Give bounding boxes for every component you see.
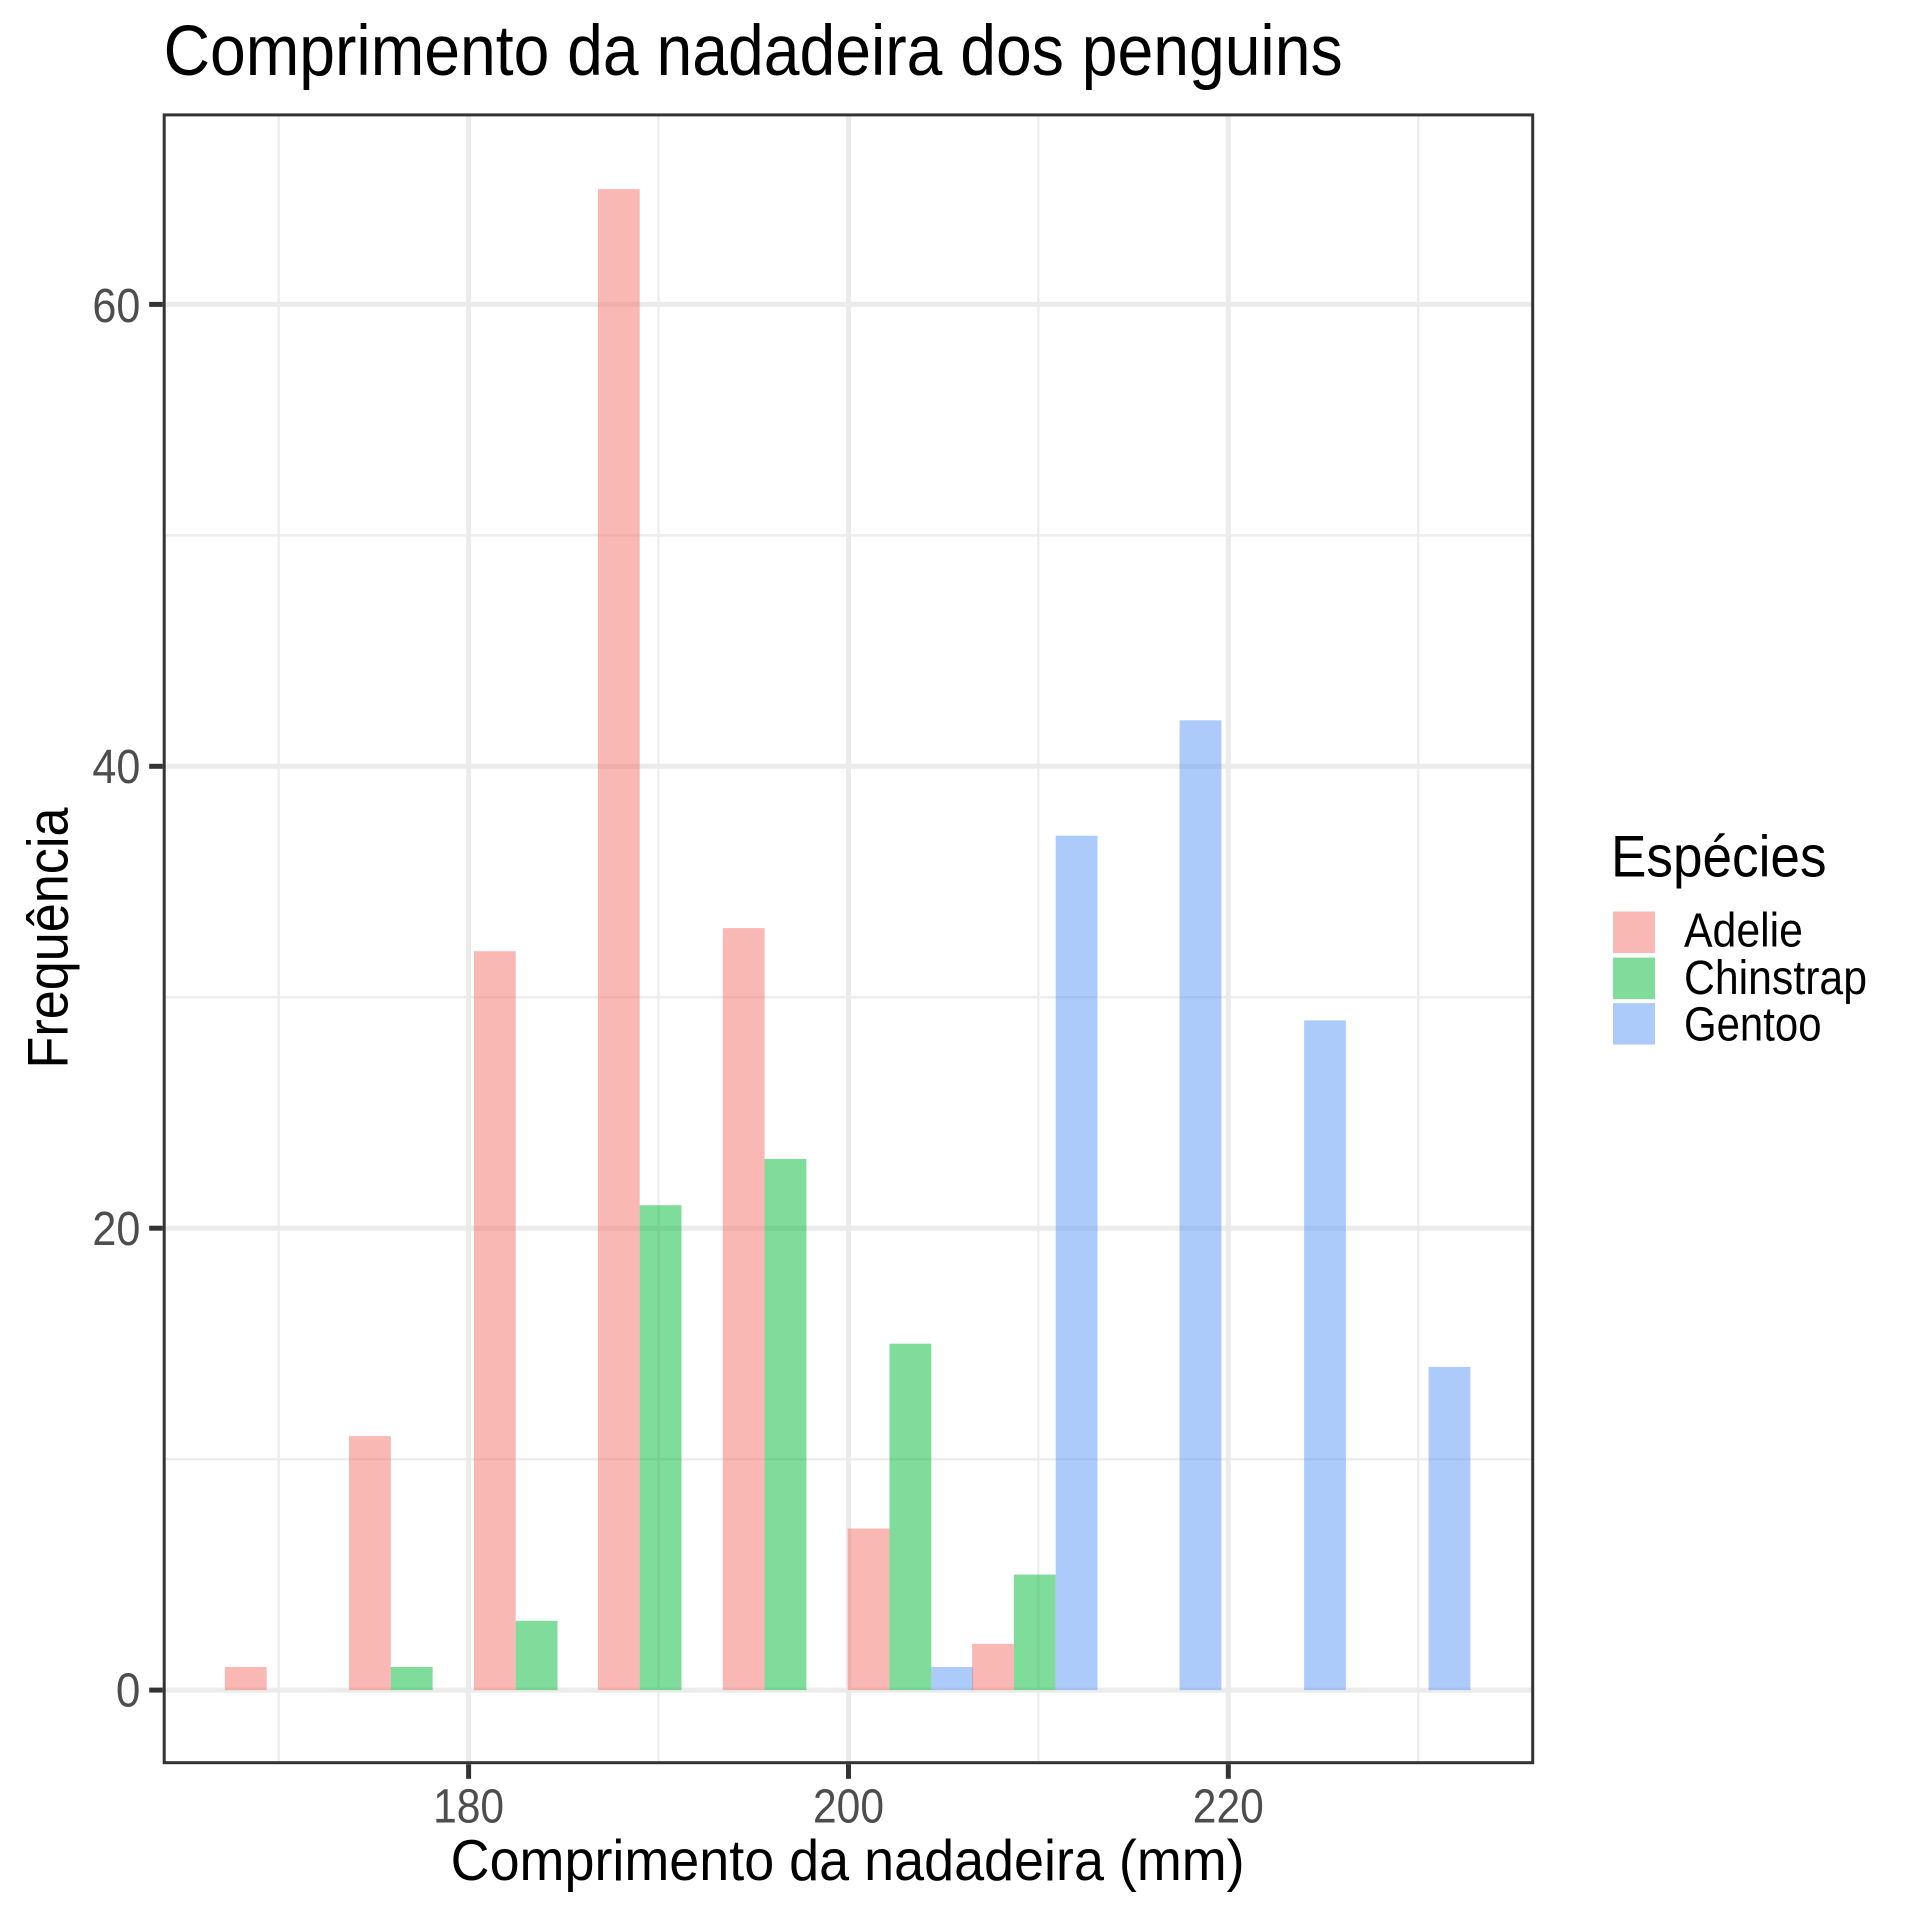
svg-text:Chinstrap: Chinstrap [1684, 952, 1867, 1005]
svg-text:20: 20 [92, 1203, 140, 1256]
svg-text:60: 60 [92, 280, 140, 333]
svg-text:Adelie: Adelie [1684, 905, 1803, 958]
svg-text:220: 220 [1193, 1781, 1264, 1834]
svg-text:Gentoo: Gentoo [1684, 999, 1822, 1052]
svg-text:0: 0 [116, 1665, 141, 1718]
svg-text:40: 40 [92, 741, 140, 794]
svg-text:Comprimento da nadadeira dos p: Comprimento da nadadeira dos penguins [164, 12, 1343, 91]
svg-text:Comprimento da nadadeira (mm): Comprimento da nadadeira (mm) [451, 1829, 1245, 1893]
svg-text:180: 180 [433, 1781, 504, 1834]
svg-text:Espécies: Espécies [1611, 824, 1827, 889]
svg-text:200: 200 [813, 1781, 884, 1834]
svg-text:Frequência: Frequência [17, 807, 81, 1068]
